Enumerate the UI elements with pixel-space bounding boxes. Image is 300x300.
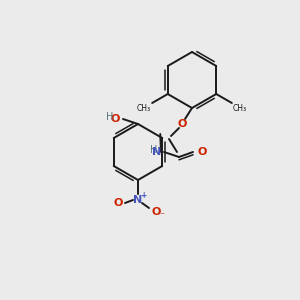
Text: CH₃: CH₃ — [137, 104, 151, 113]
Text: N: N — [134, 195, 142, 205]
Text: CH₃: CH₃ — [233, 104, 247, 113]
Text: O: O — [113, 198, 123, 208]
Text: O: O — [177, 119, 187, 129]
Text: N: N — [152, 147, 161, 157]
Text: +: + — [140, 190, 146, 200]
Text: H: H — [150, 145, 157, 155]
Text: O: O — [151, 207, 161, 217]
Text: O: O — [197, 147, 206, 157]
Text: H: H — [106, 112, 114, 122]
Text: ⁻: ⁻ — [159, 211, 165, 221]
Text: O: O — [111, 114, 120, 124]
